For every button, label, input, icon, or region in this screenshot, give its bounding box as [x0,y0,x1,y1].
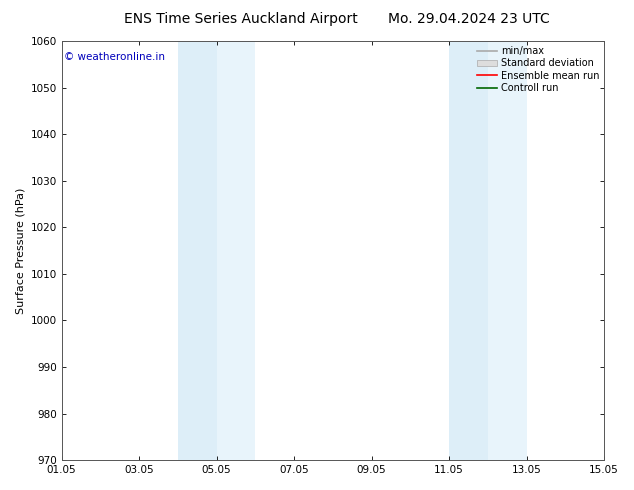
Text: Mo. 29.04.2024 23 UTC: Mo. 29.04.2024 23 UTC [388,12,550,26]
Bar [488,41,527,460]
Text: ENS Time Series Auckland Airport: ENS Time Series Auckland Airport [124,12,358,26]
Bar [217,41,256,460]
Legend: min/max, Standard deviation, Ensemble mean run, Controll run: min/max, Standard deviation, Ensemble me… [476,44,601,95]
Bar [449,41,488,460]
Bar [178,41,217,460]
Y-axis label: Surface Pressure (hPa): Surface Pressure (hPa) [15,187,25,314]
Text: © weatheronline.in: © weatheronline.in [65,51,165,62]
